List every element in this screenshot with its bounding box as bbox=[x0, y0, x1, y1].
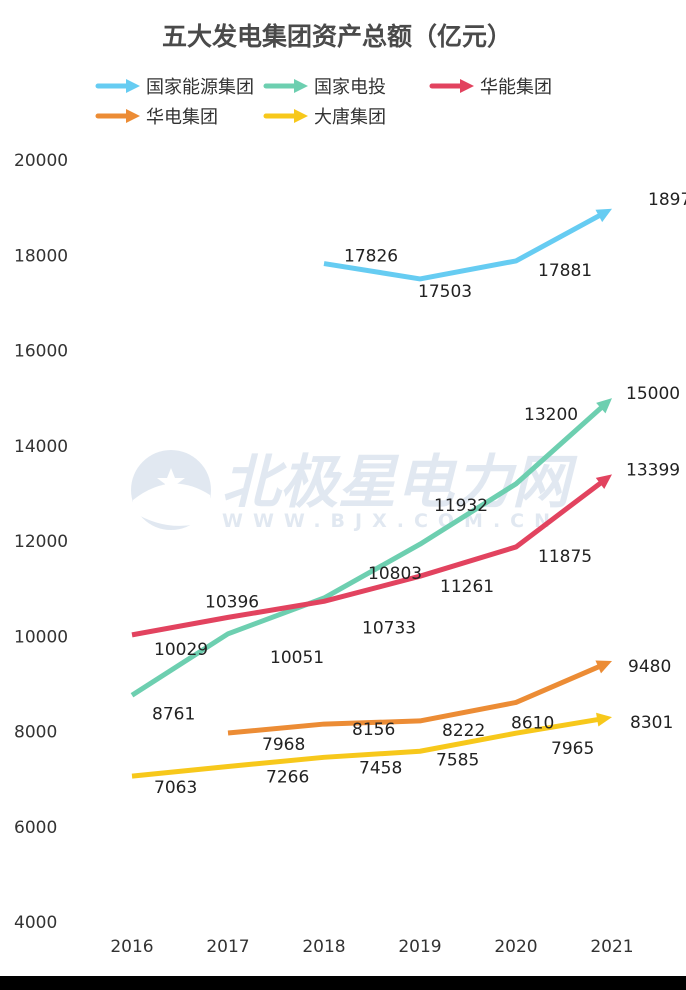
data-label: 10051 bbox=[270, 648, 324, 668]
y-tick-label: 8000 bbox=[14, 723, 57, 743]
data-labels: 17826 17503 17881 18976 8761 10051 10803 11932 1… bbox=[152, 190, 686, 798]
data-label: 11261 bbox=[440, 577, 494, 597]
x-tick-label: 2017 bbox=[206, 937, 249, 957]
data-label: 11875 bbox=[538, 547, 592, 567]
series-line bbox=[323, 208, 612, 282]
x-tick-label: 2020 bbox=[494, 937, 537, 957]
series-arrowhead-icon bbox=[595, 208, 612, 223]
y-tick-label: 4000 bbox=[14, 913, 57, 933]
y-tick-label: 12000 bbox=[14, 532, 68, 552]
data-label: 13200 bbox=[524, 405, 578, 425]
watermark-text: 北极星电力网 bbox=[222, 448, 578, 516]
data-label: 13399 bbox=[626, 460, 680, 480]
data-label: 7458 bbox=[359, 758, 402, 778]
data-label: 7968 bbox=[262, 735, 305, 755]
y-tick-label: 20000 bbox=[14, 151, 68, 171]
y-axis: 4000 6000 8000 10000 12000 14000 16000 18000 200… bbox=[14, 151, 68, 933]
legend-arrowhead-icon bbox=[460, 79, 474, 93]
y-tick-label: 6000 bbox=[14, 818, 57, 838]
watermark: 北极星电力网 WWW.BJX.COM.CN bbox=[131, 448, 578, 532]
data-label: 8301 bbox=[630, 713, 673, 733]
legend-label: 国家能源集团 bbox=[146, 77, 254, 98]
watermark-subtext: WWW.BJX.COM.CN bbox=[222, 510, 560, 532]
x-tick-label: 2018 bbox=[302, 937, 345, 957]
data-label: 8156 bbox=[352, 720, 395, 740]
legend-item[interactable]: 华能集团 bbox=[429, 77, 552, 98]
data-label: 7585 bbox=[436, 750, 479, 770]
data-label: 10029 bbox=[154, 640, 208, 660]
legend-arrowhead-icon bbox=[126, 79, 140, 93]
y-tick-label: 14000 bbox=[14, 437, 68, 457]
data-label: 10396 bbox=[205, 592, 259, 612]
data-label: 10803 bbox=[368, 564, 422, 584]
legend-item[interactable]: 华电集团 bbox=[95, 107, 218, 128]
data-label: 18976 bbox=[648, 190, 686, 210]
x-tick-label: 2021 bbox=[590, 937, 633, 957]
series-polyline bbox=[130, 404, 604, 698]
series-polyline bbox=[131, 480, 604, 638]
data-label: 7965 bbox=[551, 739, 594, 759]
legend-arrowhead-icon bbox=[294, 79, 308, 93]
legend-label: 华电集团 bbox=[146, 107, 218, 128]
series-arrowhead-icon bbox=[596, 398, 612, 414]
y-tick-label: 18000 bbox=[14, 246, 68, 266]
legend-item[interactable]: 国家能源集团 bbox=[95, 77, 254, 98]
data-label: 7063 bbox=[154, 778, 197, 798]
data-label: 8222 bbox=[442, 721, 485, 741]
data-label: 17881 bbox=[538, 261, 592, 281]
series-arrowhead-icon bbox=[596, 712, 612, 727]
legend-arrowhead-icon bbox=[126, 109, 140, 123]
series-polyline bbox=[323, 212, 602, 282]
footer-bar bbox=[0, 976, 686, 990]
chart-title: 五大发电集团资产总额（亿元） bbox=[162, 22, 512, 51]
y-tick-label: 10000 bbox=[14, 627, 68, 647]
data-label: 11932 bbox=[434, 496, 488, 516]
x-axis: 2016 2017 2018 2019 2020 2021 bbox=[110, 937, 633, 957]
watermark-logo-icon bbox=[131, 450, 211, 530]
data-label: 7266 bbox=[266, 767, 309, 787]
series-line bbox=[131, 474, 612, 638]
data-label: 9480 bbox=[628, 657, 671, 677]
legend-item[interactable]: 大唐集团 bbox=[263, 107, 386, 128]
legend-label: 华能集团 bbox=[480, 77, 552, 98]
legend-arrowhead-icon bbox=[294, 109, 308, 123]
series-arrowhead-icon bbox=[595, 474, 612, 490]
series-polyline bbox=[131, 716, 600, 779]
data-label: 17826 bbox=[344, 247, 398, 267]
y-tick-label: 16000 bbox=[14, 342, 68, 362]
series-polyline bbox=[227, 663, 602, 736]
series-line bbox=[227, 660, 612, 736]
data-label: 15000 bbox=[626, 384, 680, 404]
data-label: 8761 bbox=[152, 704, 195, 724]
x-tick-label: 2016 bbox=[110, 937, 153, 957]
data-label: 17503 bbox=[418, 282, 472, 302]
legend-item[interactable]: 国家电投 bbox=[263, 77, 386, 98]
series-arrowhead-icon bbox=[595, 660, 612, 674]
legend-label: 国家电投 bbox=[314, 77, 386, 98]
data-label: 10733 bbox=[362, 618, 416, 638]
series-lines bbox=[130, 208, 612, 779]
data-label: 8610 bbox=[511, 713, 554, 733]
legend-label: 大唐集团 bbox=[314, 107, 386, 128]
x-tick-label: 2019 bbox=[398, 937, 441, 957]
series-line bbox=[130, 398, 612, 698]
series-line bbox=[131, 712, 612, 779]
